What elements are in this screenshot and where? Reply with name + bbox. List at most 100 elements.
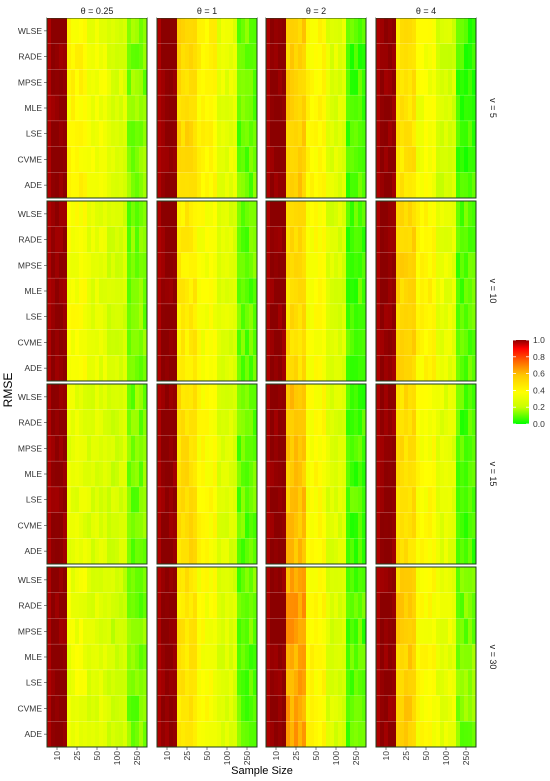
heatmap-cell	[270, 329, 275, 356]
heatmap-cell	[432, 567, 437, 594]
heatmap-cell	[95, 252, 100, 279]
panel-border	[265, 200, 367, 382]
heatmap-cell	[83, 669, 88, 696]
heatmap-cell	[468, 355, 473, 382]
heatmap-cell	[464, 669, 469, 696]
heatmap-cell	[448, 486, 453, 513]
heatmap-cell	[59, 384, 64, 411]
heatmap-cell	[396, 695, 401, 722]
heatmap-cell	[318, 435, 323, 462]
heatmap-cell	[103, 95, 108, 122]
heatmap-cell	[346, 278, 351, 305]
heatmap-cell	[55, 486, 60, 513]
heatmap-cell	[71, 486, 76, 513]
heatmap-cell	[452, 384, 457, 411]
heatmap-cell	[173, 721, 178, 748]
heatmap-cell	[139, 355, 144, 382]
heatmap-cell	[197, 120, 202, 147]
heatmap-cell	[181, 384, 186, 411]
heatmap-cell	[87, 644, 92, 671]
heatmap-cell	[47, 18, 52, 45]
heatmap-cell	[282, 512, 287, 539]
heatmap-cell	[400, 409, 405, 436]
heatmap-cell	[436, 172, 441, 199]
heatmap-cell	[253, 201, 258, 228]
heatmap-cell	[298, 172, 303, 199]
heatmap-cell	[290, 43, 295, 70]
heatmap-cell	[253, 355, 258, 382]
heatmap-cell	[135, 355, 140, 382]
heatmap-cell	[229, 669, 234, 696]
heatmap-cell	[111, 172, 116, 199]
heatmap-cell	[67, 721, 72, 748]
heatmap-cell	[314, 538, 319, 565]
heatmap-cell	[99, 120, 104, 147]
heatmap-cell	[460, 409, 465, 436]
heatmap-cell	[103, 120, 108, 147]
y-tick-label: CVME	[17, 520, 42, 530]
heatmap-cell	[135, 18, 140, 45]
heatmap-cell	[75, 355, 80, 382]
heatmap-cell	[165, 567, 170, 594]
heatmap-cell	[225, 435, 230, 462]
heatmap-cell	[380, 409, 385, 436]
heatmap-cell	[213, 567, 218, 594]
heatmap-cell	[221, 226, 226, 253]
heatmap-cell	[87, 721, 92, 748]
heatmap-cell	[245, 278, 250, 305]
heatmap-cell	[91, 303, 96, 330]
heatmap-cell	[103, 201, 108, 228]
heatmap-cell	[111, 303, 116, 330]
heatmap-cell	[115, 695, 120, 722]
heatmap-cell	[440, 567, 445, 594]
heatmap-cell	[460, 43, 465, 70]
x-tick-label: 250	[242, 751, 252, 765]
heatmap-cell	[143, 721, 148, 748]
heatmap-cell	[157, 409, 162, 436]
heatmap-cell	[193, 695, 198, 722]
heatmap-cell	[420, 618, 425, 645]
heatmap-cell	[237, 252, 242, 279]
heatmap-cell	[354, 592, 359, 619]
heatmap-cell	[436, 69, 441, 96]
heatmap-cell	[173, 329, 178, 356]
heatmap-cell	[404, 329, 409, 356]
heatmap-cell	[103, 278, 108, 305]
heatmap-cell	[119, 355, 124, 382]
heatmap-cell	[464, 512, 469, 539]
heatmap-cell	[197, 355, 202, 382]
heatmap-cell	[55, 538, 60, 565]
heatmap-cell	[464, 435, 469, 462]
heatmap-cell	[330, 146, 335, 173]
heatmap-cell	[290, 567, 295, 594]
heatmap-cell	[392, 303, 397, 330]
heatmap-cell	[396, 95, 401, 122]
heatmap-cell	[119, 567, 124, 594]
heatmap-cell	[59, 721, 64, 748]
heatmap-cell	[334, 278, 339, 305]
heatmap-cell	[440, 512, 445, 539]
heatmap-cell	[249, 669, 254, 696]
heatmap-cell	[95, 69, 100, 96]
heatmap-cell	[448, 226, 453, 253]
heatmap-cell	[270, 461, 275, 488]
heatmap-cell	[131, 172, 136, 199]
heatmap-cell	[201, 435, 206, 462]
heatmap-cell	[282, 644, 287, 671]
heatmap-cell	[95, 435, 100, 462]
heatmap-cell	[79, 69, 84, 96]
heatmap-cell	[404, 384, 409, 411]
heatmap-cell	[408, 592, 413, 619]
heatmap-cell	[362, 252, 367, 279]
heatmap-cell	[436, 435, 441, 462]
heatmap-cell	[376, 409, 381, 436]
heatmap-cell	[173, 512, 178, 539]
heatmap-cell	[241, 355, 246, 382]
heatmap-cell	[51, 43, 56, 70]
heatmap-cell	[274, 355, 279, 382]
heatmap-cell	[67, 669, 72, 696]
heatmap-cell	[143, 409, 148, 436]
heatmap-cell	[318, 538, 323, 565]
heatmap-cell	[189, 95, 194, 122]
heatmap-cell	[135, 252, 140, 279]
